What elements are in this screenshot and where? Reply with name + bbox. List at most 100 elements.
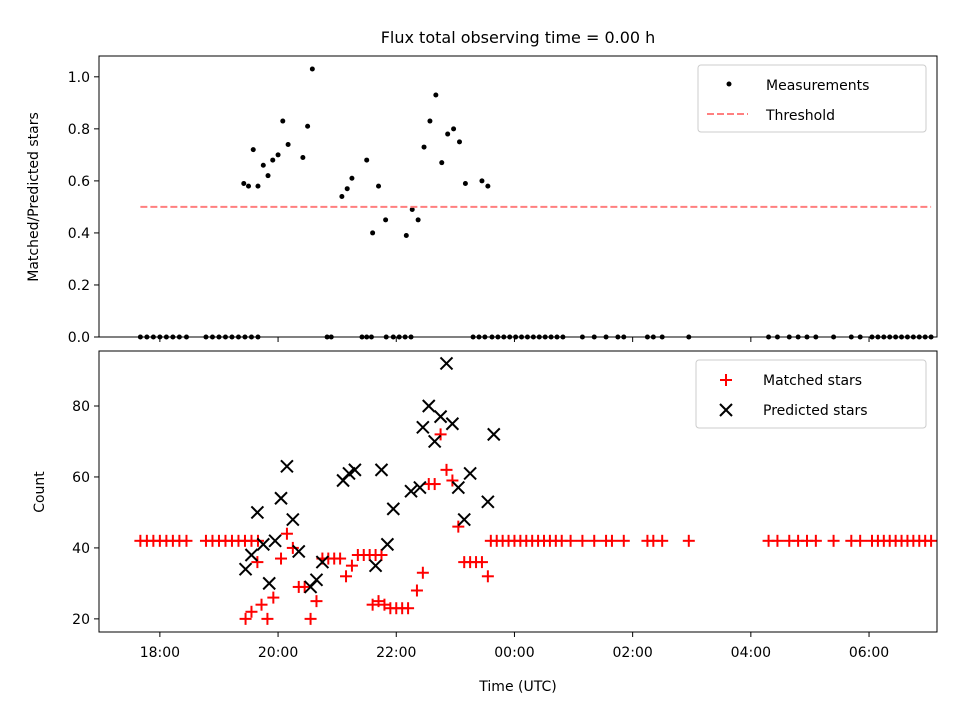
predicted-star-point [292,544,306,559]
matched-star-point [267,591,280,604]
y-tick-label: 20 [72,612,90,628]
measurement-point [265,173,271,179]
matched-star-point [588,534,601,547]
measurement-point [364,157,370,163]
y-tick-label: 80 [72,399,90,415]
predicted-star-point [256,537,270,552]
y-tick-label: 0.8 [68,122,90,138]
measurement-point [305,123,311,129]
matched-star-point [809,534,822,547]
top-x-ticks [159,337,870,342]
x-axis-label: Time (UTC) [478,679,556,695]
matched-star-point [275,552,288,565]
predicted-star-point [250,505,265,520]
matched-star-point [452,520,465,533]
matched-star-point [298,580,311,593]
y-tick-label: 40 [72,541,90,557]
bottom-y-ticks: 20 40 60 80 [72,399,99,628]
legend-measurements-label: Measurements [766,78,869,94]
predicted-star-point [315,555,330,569]
matched-star-point [375,549,388,562]
matched-star-point [564,534,577,547]
x-tick-label: 06:00 [849,645,889,661]
predicted-star-point [481,495,495,509]
measurement-point [344,186,350,192]
predicted-star-point [374,463,389,477]
measurement-point [421,144,427,150]
predicted-star-point [463,466,477,481]
matched-star-point [245,605,258,618]
matched-star-point [255,598,268,611]
x-tick-label: 18:00 [140,645,180,661]
measurement-point [445,131,451,137]
legend-predicted-marker [719,403,733,417]
measurement-point [339,194,345,199]
measurement-point [456,139,462,145]
top-axes-frame [98,55,938,338]
matched-star-point [434,428,447,441]
measurement-point [309,66,315,72]
predicted-star-point [422,399,436,413]
x-tick-label: 22:00 [376,645,416,661]
matched-star-point [446,474,459,487]
measurement-point [241,180,247,186]
matched-star-point [827,534,840,547]
legend-predicted-label: Predicted stars [763,403,868,419]
predicted-star-point [342,466,356,481]
predicted-star-point [348,463,362,477]
top-y-ticks: 0.0 0.2 0.4 0.6 0.8 1.0 [68,70,99,346]
measurement-point [403,233,409,239]
matched-star-point [682,534,695,547]
matched-star-point [280,527,293,540]
predicted-star-point [262,576,276,591]
predicted-star-point [238,562,253,576]
matched-star-point [345,559,358,572]
bottom-legend: Matched stars Predicted stars [695,359,927,429]
matched-star-point [251,556,264,569]
measurement-point [250,147,256,153]
top-y-axis-label: Matched/Predicted stars [26,112,42,282]
bottom-plot-marks [134,356,938,625]
measurement-point [479,178,485,184]
matched-star-point [251,534,264,547]
predicted-star-point [416,420,430,434]
predicted-star-point [427,434,442,449]
measurement-point [409,207,415,213]
predicted-star-point [386,502,401,516]
predicted-star-point [368,558,383,573]
bottom-y-axis-label: Count [32,471,48,513]
matched-star-point [402,602,415,615]
matched-star-point [925,534,938,547]
measurement-point [246,183,252,189]
matched-star-point [334,552,347,565]
x-tick-label: 20:00 [258,645,298,661]
measurement-point [433,92,439,98]
legend-measurements-marker [726,81,732,87]
predicted-star-point [457,512,471,527]
y-tick-label: 0.6 [68,174,90,190]
measurement-point [270,157,276,163]
measurement-point [260,162,266,168]
matched-star-point [617,534,630,547]
matched-star-point [261,612,274,625]
predicted-star-point [286,512,300,527]
measurement-point [300,154,306,160]
matched-star-point [310,595,323,608]
predicted-star-point [274,491,288,505]
matched-star-point [286,541,299,554]
measurement-point [427,118,433,124]
predicted-star-point [487,427,501,442]
measurement-point [383,217,389,223]
x-tick-label: 04:00 [731,645,771,661]
predicted-star-point [404,484,418,498]
top-legend: Measurements Threshold [697,64,927,133]
measurement-point [462,180,468,186]
legend-matched-marker [720,374,732,386]
chart-title: Flux total observing time = 0.00 h [381,28,656,47]
measurement-point [415,217,421,223]
predicted-star-point [451,480,466,495]
matched-star-point [481,570,494,583]
matched-star-point [410,584,423,597]
matched-star-point [340,570,353,583]
